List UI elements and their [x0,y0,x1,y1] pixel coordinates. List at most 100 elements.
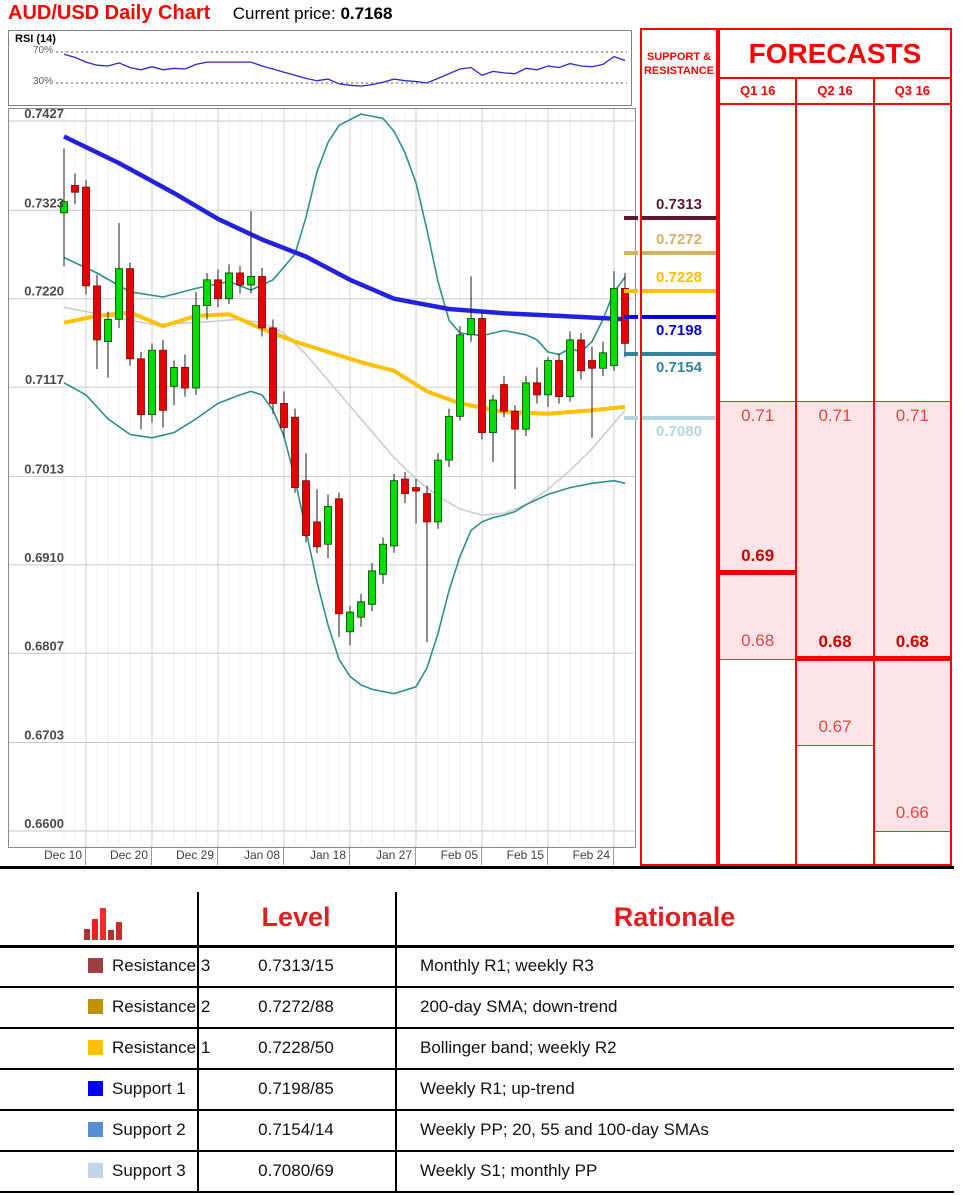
candle-up [445,415,453,461]
level-value-0.7080: 0.7080 [656,422,702,440]
level-name: Resistance 2 [112,997,211,1016]
rsi-30-tick-label: 30% [32,76,53,87]
candle-down [401,478,409,494]
y-axis-label: 0.6600 [24,816,64,831]
forecast-quarter-headers: Q1 16 Q2 16 Q3 16 [720,79,950,105]
candle-up [566,339,574,397]
x-axis-label: Feb 24 [572,848,610,862]
support-resistance-panel: SUPPORT & RESISTANCE 0.7313 0.7272 0.7228 0… [640,28,718,866]
level-name: Resistance 1 [112,1038,211,1057]
level-edge-tick [624,215,638,220]
forecast-high-label: 0.71 [818,405,852,425]
level-rationale: Weekly R1; up-trend [420,1079,575,1098]
candle-up [599,352,607,369]
level-value: 0.7154/14 [258,1120,334,1139]
rsi-panel: RSI (14) 70% 30% [8,30,632,106]
table-divider [197,892,199,1191]
candle-up [170,366,178,387]
table-row-support-2: Support 2 0.7154/14 Weekly PP; 20, 55 and … [0,1109,954,1150]
forecast-quarter-q2-16: Q2 16 [795,79,872,103]
candle-down [500,384,508,412]
table-line [0,1027,954,1029]
level-value: 0.7228/50 [258,1038,334,1057]
forecast-point-line [874,656,950,662]
candle-down [291,416,299,488]
level-line-0.7228 [642,288,716,293]
candle-up [115,268,123,320]
current-price: Current price: 0.7168 [233,4,393,23]
candle-down [302,480,310,537]
level-value-0.7154: 0.7154 [656,359,702,377]
current-price-value: 0.7168 [340,4,393,23]
x-axis-tick [85,846,86,865]
candle-down [511,410,519,430]
x-axis-tick [151,846,152,865]
level-value-0.7313: 0.7313 [656,195,702,213]
candlestick-svg: 0.7427 0.7323 0.7220 0.7117 0.7013 0.6910 0.68… [9,109,635,847]
page-header: AUD/USD Daily Chart Current price: 0.716… [8,2,392,28]
level-value: 0.7080/69 [258,1161,334,1180]
level-rationale: Weekly S1; monthly PP [420,1161,598,1180]
candle-down [280,403,288,428]
forecast-point-label: 0.68 [895,632,929,652]
support-resistance-header: SUPPORT & RESISTANCE [643,51,715,77]
x-axis-tick [547,846,548,865]
table-line [0,1150,954,1152]
table-row-resistance-1: Resistance 1 0.7228/50 Bollinger band; wee… [0,1027,954,1068]
x-axis-tick [481,846,482,865]
forecast-columns: 0.71 0.69 0.68 0.71 0.68 0.67 0.71 0.68 0.66 [720,105,950,864]
candle-up [467,318,475,336]
level-line-0.7198 [642,314,716,319]
candle-up [346,611,354,633]
candle-up [203,279,211,306]
level-line-0.7313 [642,215,716,220]
forecasts-title: FORECASTS [720,30,950,79]
candle-up [104,318,112,343]
level-rationale: Weekly PP; 20, 55 and 100-day SMAs [420,1120,709,1139]
level-edge-tick [624,415,638,420]
level-marker-icon [88,1163,103,1178]
candle-down [269,327,277,404]
x-axis-label: Jan 18 [309,848,346,862]
level-value-0.7198: 0.7198 [656,321,702,339]
level-edge-tick [624,352,638,357]
candle-up [357,601,365,618]
forecast-column-q2-16: 0.71 0.68 0.67 [795,105,873,864]
x-axis-tick [415,846,416,865]
chart-title: AUD/USD Daily Chart [8,2,211,24]
level-name: Resistance 3 [112,956,211,975]
level-marker-icon [88,1040,103,1055]
level-value: 0.7313/15 [258,956,334,975]
y-axis-label: 0.6807 [24,638,64,653]
level-line-0.7080 [642,415,716,420]
y-axis-label: 0.7117 [25,372,64,387]
forecast-point-label: 0.69 [741,546,775,566]
table-row-resistance-2: Resistance 2 0.7272/88 200-day SMA; down-t… [0,986,954,1027]
candle-down [588,360,596,369]
level-value-0.7272: 0.7272 [656,231,702,249]
candle-down [82,186,90,287]
forecast-point-label: 0.68 [818,632,852,652]
y-axis-label: 0.7323 [24,195,64,210]
table-row-resistance-3: Resistance 3 0.7313/15 Monthly R1; weekly … [0,945,954,986]
x-axis-tick [283,846,284,865]
y-axis-label: 0.7427 [24,109,64,121]
candle-up [379,543,387,575]
candle-down [137,358,145,416]
y-axis-label: 0.7013 [24,461,64,476]
candle-down [159,349,167,411]
candle-down [181,366,189,389]
x-axis-label: Jan 08 [243,848,280,862]
x-axis-label: Dec 10 [43,848,82,862]
y-axis-label: 0.6703 [24,728,64,743]
candle-down [533,382,541,396]
candle-down [412,487,420,492]
rationale-column-header: Rationale [613,902,736,932]
forecast-low-label: 0.66 [895,802,929,822]
level-marker-icon [88,1122,103,1137]
candle-up [610,288,618,367]
forecast-quarter-q3-16: Q3 16 [872,79,950,103]
candle-up [60,201,68,214]
level-rationale: Bollinger band; weekly R2 [420,1038,617,1057]
x-axis-tick [349,846,350,865]
